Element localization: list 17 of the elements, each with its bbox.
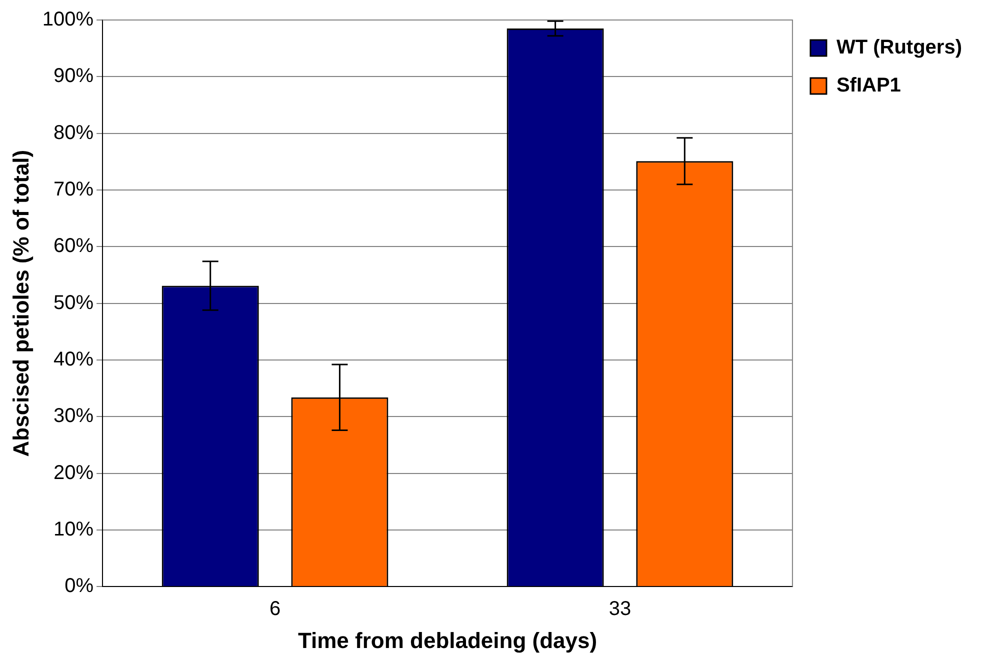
y-axis-title: Abscised petioles (% of total) bbox=[8, 150, 34, 457]
y-tick-label: 0% bbox=[64, 575, 94, 598]
y-tick-label: 70% bbox=[54, 178, 94, 200]
y-tick-label: 10% bbox=[54, 518, 94, 540]
y-tick-label: 20% bbox=[54, 462, 94, 484]
y-tick-label: 60% bbox=[54, 235, 94, 258]
y-tick-label: 100% bbox=[42, 8, 94, 31]
y-tick-label: 40% bbox=[54, 348, 94, 370]
y-tick-label: 80% bbox=[54, 122, 94, 144]
x-tick-label: 33 bbox=[608, 598, 632, 620]
legend-label: WT (Rutgers) bbox=[836, 36, 962, 59]
y-tick-label: 50% bbox=[54, 292, 94, 314]
legend-label: SfIAP1 bbox=[836, 74, 901, 97]
x-tick-label: 6 bbox=[269, 598, 281, 620]
x-axis-title: Time from debladeing (days) bbox=[298, 628, 598, 653]
y-tick-label: 90% bbox=[54, 65, 94, 88]
y-tick-label: 30% bbox=[54, 405, 94, 428]
